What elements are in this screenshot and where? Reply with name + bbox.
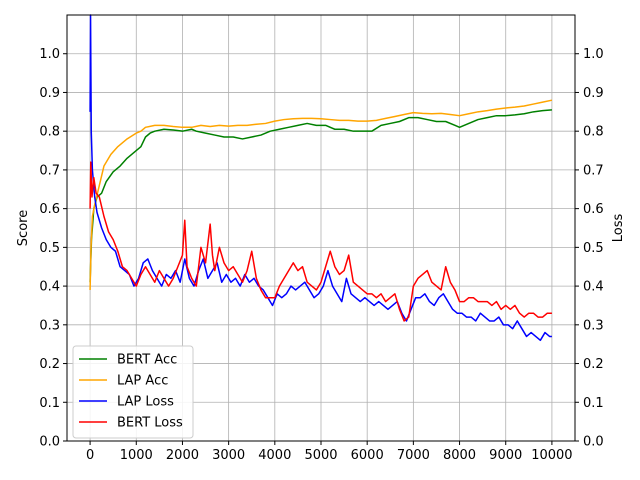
y2-tick-label: 0.2 (583, 357, 604, 372)
series-line-bert-acc (89, 109, 552, 283)
y2-tick-label: 0.9 (583, 86, 604, 101)
x-tick-label: 6000 (351, 448, 384, 463)
y-tick-label: 0.6 (39, 202, 60, 217)
y2-tick-label: 0.7 (583, 163, 604, 178)
y2-tick-label: 0.8 (583, 125, 604, 140)
x-tick-label: 4000 (258, 448, 291, 463)
x-tick-label: 0 (86, 448, 94, 463)
y-tick-label: 0.5 (39, 241, 60, 256)
y-tick-label: 0.2 (39, 357, 60, 372)
series-lines (89, 14, 553, 342)
y2-tick-label: 0.1 (583, 396, 604, 411)
series-line-lap-acc (89, 99, 553, 290)
y2-tick-label: 0.3 (583, 318, 604, 333)
y-axis-ticks: 0.0 0.1 0.2 0.3 0.4 0.5 0.6 0.7 0.8 0.9 1.0 (39, 47, 67, 450)
legend-label: BERT Loss (117, 416, 183, 431)
legend-label: BERT Acc (117, 353, 177, 368)
y2-axis-label: Loss (611, 214, 626, 243)
grid (67, 15, 575, 442)
y-tick-label: 0.4 (39, 280, 60, 295)
y-axis-label: Score (16, 210, 31, 246)
y2-tick-label: 0.5 (583, 241, 604, 256)
y2-tick-label: 1.0 (583, 47, 604, 62)
legend-label: LAP Acc (117, 374, 168, 389)
x-tick-label: 3000 (212, 448, 245, 463)
y-tick-label: 0.3 (39, 318, 60, 333)
y-tick-label: 0.9 (39, 86, 60, 101)
legend-box (72, 345, 194, 439)
legend-label: LAP Loss (117, 395, 174, 410)
y-tick-label: 1.0 (39, 47, 60, 62)
x-tick-label: 2000 (166, 448, 199, 463)
y2-axis-ticks: 0.0 0.1 0.2 0.3 0.4 0.5 0.6 0.7 0.8 0.9 1.0 (575, 47, 604, 450)
legend: BERT Acc LAP Acc LAP Loss BERT Loss (72, 345, 194, 439)
x-tick-label: 10000 (531, 448, 572, 463)
x-tick-label: 9000 (489, 448, 522, 463)
y2-tick-label: 0.6 (583, 202, 604, 217)
series-line-bert-loss (89, 161, 552, 322)
y-tick-label: 0.7 (39, 163, 60, 178)
y-tick-label: 0.1 (39, 396, 60, 411)
y-tick-label: 0.0 (39, 435, 60, 450)
y2-tick-label: 0.0 (583, 435, 604, 450)
x-tick-label: 7000 (397, 448, 430, 463)
y-tick-label: 0.8 (39, 125, 60, 140)
series-line-lap-loss (89, 14, 552, 342)
x-tick-label: 5000 (304, 448, 337, 463)
x-axis-ticks: 0 1000 2000 3000 4000 5000 6000 7000 8000 9000 100… (86, 441, 573, 463)
x-tick-label: 1000 (120, 448, 153, 463)
x-tick-label: 8000 (443, 448, 476, 463)
y2-tick-label: 0.4 (583, 280, 604, 295)
